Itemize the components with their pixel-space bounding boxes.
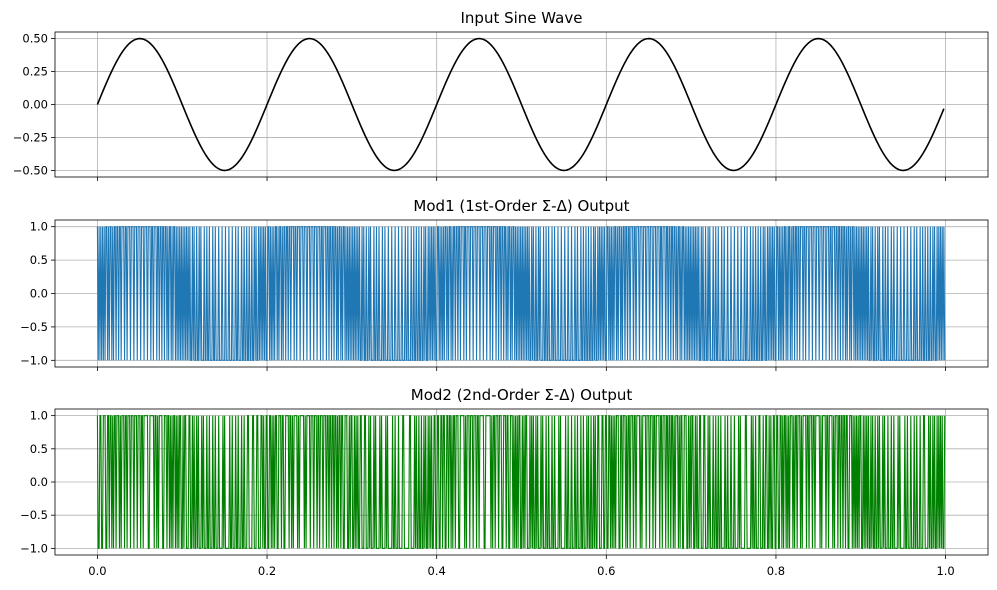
y-tick-label: 0.5 (30, 442, 48, 456)
series-line-mod2 (96, 415, 946, 549)
y-tick-label: 1.0 (30, 220, 48, 234)
y-tick-label: 0.50 (22, 32, 48, 46)
panel-input-sine: 0.50 0.25 0.00 −0.25 −0.50 Input Sine Wave (13, 9, 989, 181)
series-line-input (96, 37, 945, 172)
x-tick-label: 0.8 (767, 564, 785, 578)
chart-title: Mod1 (1st-Order Σ-Δ) Output (413, 197, 629, 215)
panel-mod1: 1.0 0.5 0.0 −0.5 −1.0 Mod1 (1st-Order Σ-Δ) Ou… (20, 197, 989, 371)
x-tick-label: 0.4 (428, 564, 446, 578)
y-tick-label: 0.0 (30, 287, 48, 301)
y-tick-label: 1.0 (30, 409, 48, 423)
y-tick-label: 0.5 (30, 253, 48, 267)
panel-mod2: 1.0 0.5 0.0 −0.5 −1.0 0.0 0.2 0.4 0.6 0.8 1.0 Mod2 … (20, 386, 989, 578)
series-line-mod1 (96, 226, 946, 361)
y-tick-label: −0.25 (13, 130, 48, 144)
y-tick-label: −0.5 (20, 320, 48, 334)
x-tick-label: 1.0 (936, 564, 954, 578)
y-tick-label: −0.50 (13, 163, 48, 177)
y-tick-label: −0.5 (20, 508, 48, 522)
y-tick-label: 0.0 (30, 475, 48, 489)
y-tick-label: 0.25 (22, 65, 48, 79)
y-tick-label: −1.0 (20, 353, 48, 367)
y-tick-label: −1.0 (20, 541, 48, 555)
chart-title: Input Sine Wave (461, 9, 583, 27)
x-tick-label: 0.2 (258, 564, 276, 578)
y-tick-label: 0.00 (22, 98, 48, 112)
chart-title: Mod2 (2nd-Order Σ-Δ) Output (411, 386, 633, 404)
x-tick-label: 0.6 (597, 564, 615, 578)
x-tick-label: 0.0 (88, 564, 106, 578)
